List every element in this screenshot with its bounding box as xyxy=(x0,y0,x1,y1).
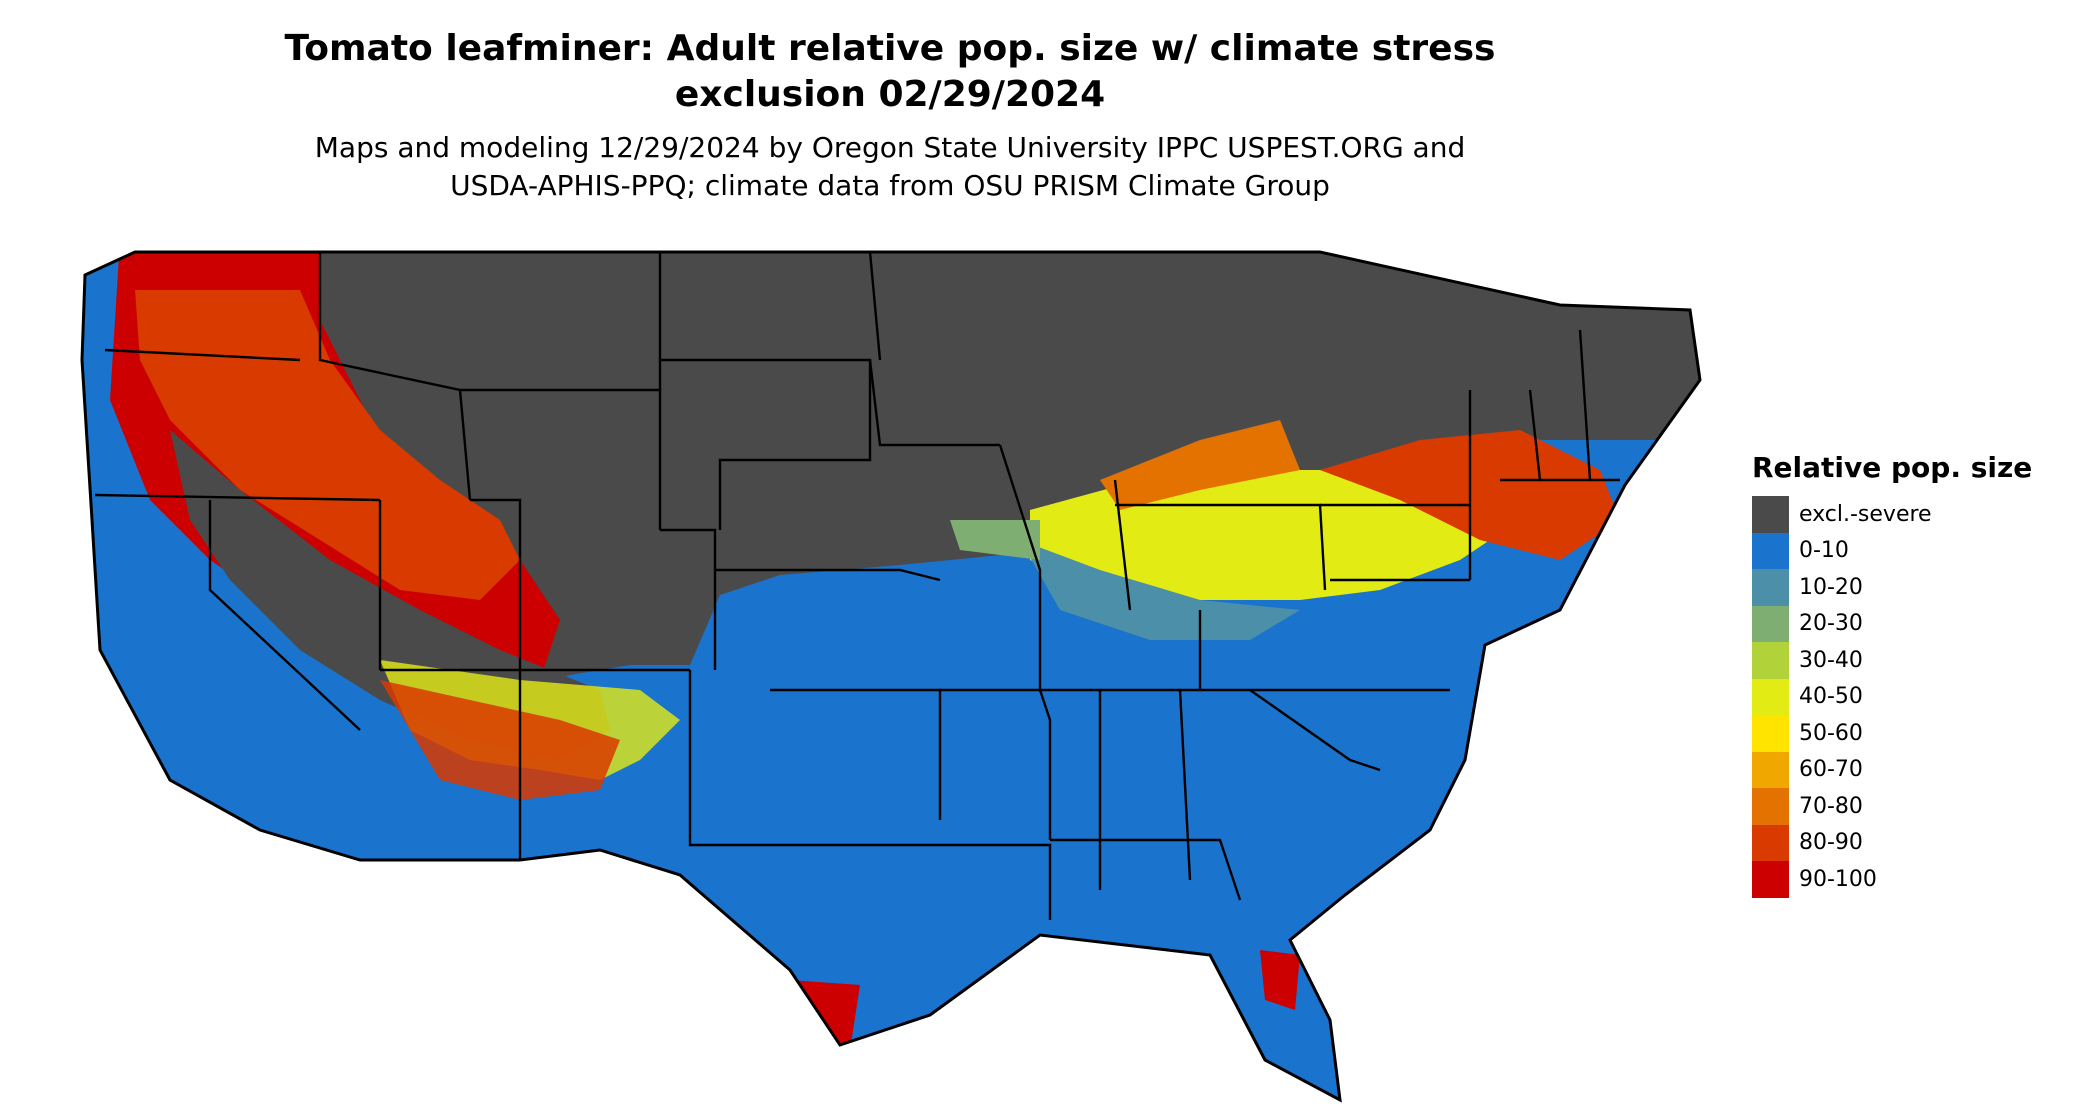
legend-swatch xyxy=(1752,678,1789,715)
legend-item: 0-10 xyxy=(1752,532,2032,569)
region-iowa-20-30 xyxy=(950,520,1040,560)
legend-label: 30-40 xyxy=(1799,647,1863,673)
legend-label: 50-60 xyxy=(1799,720,1863,746)
legend-title: Relative pop. size xyxy=(1752,451,2033,484)
region-excluded xyxy=(130,252,1700,710)
legend-items: excl.-severe 0-10 10-20 20-30 30-40 40-50 50-6… xyxy=(1752,496,2032,898)
legend-swatch xyxy=(1752,532,1789,569)
map-title-line-1: Tomato leafminer: Adult relative pop. si… xyxy=(284,28,1496,69)
legend-item: 80-90 xyxy=(1752,824,2032,861)
region-michigan-70-80 xyxy=(1100,420,1300,510)
legend-swatch xyxy=(1752,751,1789,788)
map-subtitle-line-2: USDA-APHIS-PPQ; climate data from OSU PR… xyxy=(450,169,1330,202)
map-subtitle-line-1: Maps and modeling 12/29/2024 by Oregon S… xyxy=(314,131,1466,164)
legend-label: 10-20 xyxy=(1799,574,1863,600)
legend-swatch xyxy=(1752,569,1789,606)
region-ohio-valley-10-20 xyxy=(1020,540,1300,640)
legend-label: 0-10 xyxy=(1799,538,1849,564)
legend-swatch xyxy=(1752,605,1789,642)
legend-swatch xyxy=(1752,861,1789,898)
legend-label: 40-50 xyxy=(1799,684,1863,710)
legend-item: 10-20 xyxy=(1752,569,2032,606)
us-outline xyxy=(80,250,1702,1103)
legend-item: 40-50 xyxy=(1752,678,2032,715)
legend-swatch xyxy=(1752,642,1789,679)
legend-label: 70-80 xyxy=(1799,793,1863,819)
legend-item: excl.-severe xyxy=(1752,496,2032,533)
region-great-basin-80-90 xyxy=(135,290,520,600)
legend-item: 20-30 xyxy=(1752,605,2032,642)
legend-item: 30-40 xyxy=(1752,642,2032,679)
region-southwest-80-90 xyxy=(380,680,620,800)
legend: Relative pop. size excl.-severe 0-10 10-20… xyxy=(1752,450,2032,898)
legend-item: 70-80 xyxy=(1752,788,2032,825)
map-title-line-2: exclusion 02/29/2024 xyxy=(674,74,1106,115)
legend-swatch xyxy=(1752,496,1789,533)
legend-swatch xyxy=(1752,715,1789,752)
legend-item: 60-70 xyxy=(1752,751,2032,788)
legend-label: 80-90 xyxy=(1799,830,1863,856)
legend-swatch xyxy=(1752,824,1789,861)
legend-label: 90-100 xyxy=(1799,866,1877,892)
region-south-florida-high xyxy=(1260,950,1300,1010)
legend-label: 20-30 xyxy=(1799,611,1863,637)
map-regions xyxy=(82,252,1700,1100)
legend-item: 50-60 xyxy=(1752,715,2032,752)
legend-label: 60-70 xyxy=(1799,757,1863,783)
legend-item: 90-100 xyxy=(1752,861,2032,898)
legend-label: excl.-severe xyxy=(1799,501,1932,527)
state-borders xyxy=(94,251,1620,920)
legend-swatch xyxy=(1752,788,1789,825)
